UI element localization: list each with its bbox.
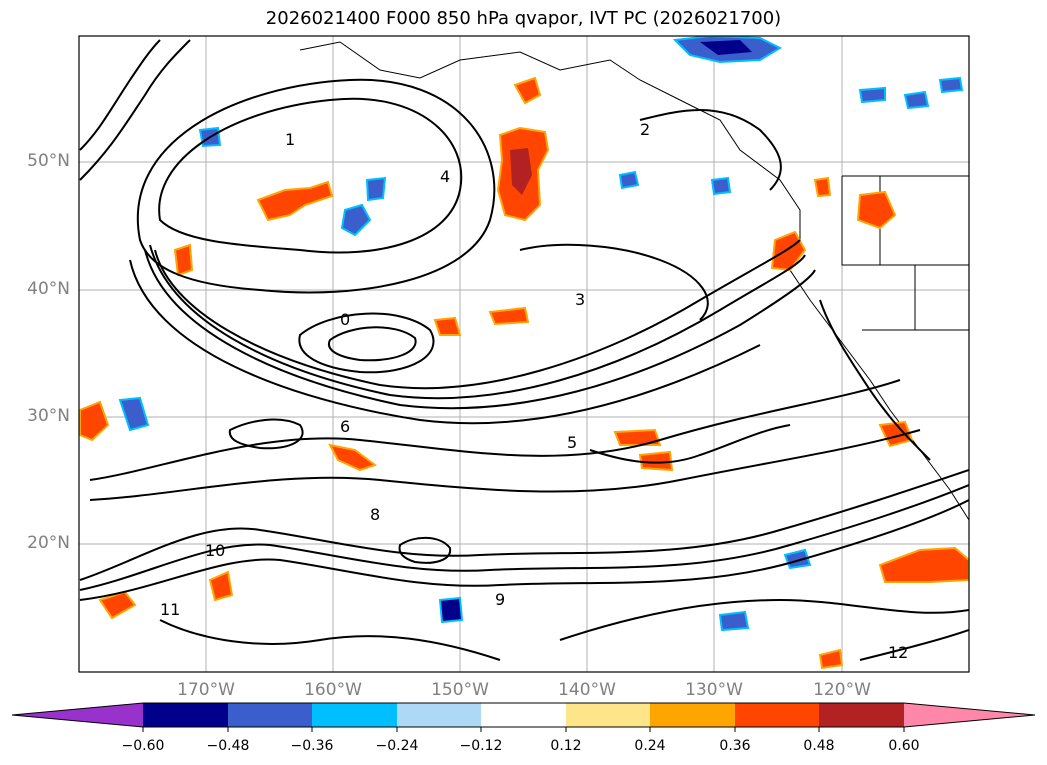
colorbar-extend-low xyxy=(12,703,143,727)
colorbar-tick-label: 0.36 xyxy=(719,738,751,754)
colorbar-tick-label: 0.24 xyxy=(634,738,666,754)
colorbar-tick-label: −0.60 xyxy=(121,738,165,754)
colorbar-tick-label: −0.24 xyxy=(375,738,419,754)
ivt-contours xyxy=(79,39,969,661)
lon-label: 170°W xyxy=(177,680,235,700)
lat-label: 30°N xyxy=(27,406,70,426)
lon-label: 160°W xyxy=(304,680,362,700)
moisture-anomaly-patches xyxy=(79,36,969,670)
lon-label: 150°W xyxy=(431,680,489,700)
contour-label: 3 xyxy=(575,290,585,309)
contour-label: 4 xyxy=(440,167,450,186)
lat-label: 20°N xyxy=(27,533,70,553)
contour-label: 10 xyxy=(205,541,225,560)
lat-label: 40°N xyxy=(27,279,70,299)
contour-label: 1 xyxy=(285,130,295,149)
map-title: 2026021400 F000 850 hPa qvapor, IVT PC (… xyxy=(265,8,782,29)
colorbar-extend-high xyxy=(904,703,1035,727)
contour-label: 9 xyxy=(495,590,505,609)
contour-label: 11 xyxy=(160,600,180,619)
colorbar-tick-label: 0.12 xyxy=(550,738,582,754)
colorbar-tick-label: −0.12 xyxy=(459,738,503,754)
lon-label: 140°W xyxy=(558,680,616,700)
lon-label: 130°W xyxy=(685,680,743,700)
colorbar xyxy=(11,702,1036,732)
lon-label: 120°W xyxy=(813,680,871,700)
contour-label: 8 xyxy=(370,505,380,524)
colorbar-tick-label: −0.48 xyxy=(206,738,250,754)
contour-label: 0 xyxy=(340,310,350,329)
lat-label: 50°N xyxy=(27,151,70,171)
colorbar-tick-label: 0.48 xyxy=(803,738,835,754)
contour-label: 12 xyxy=(888,643,908,662)
contour-label: 6 xyxy=(340,417,350,436)
contour-label: 5 xyxy=(567,433,577,452)
colorbar-tick-label: −0.36 xyxy=(290,738,334,754)
contour-labels: 1 2 3 4 5 6 8 9 10 11 12 0 xyxy=(160,120,908,662)
contour-label: 2 xyxy=(640,120,650,139)
map-frame xyxy=(78,35,970,673)
colorbar-tick-label: 0.60 xyxy=(888,738,920,754)
